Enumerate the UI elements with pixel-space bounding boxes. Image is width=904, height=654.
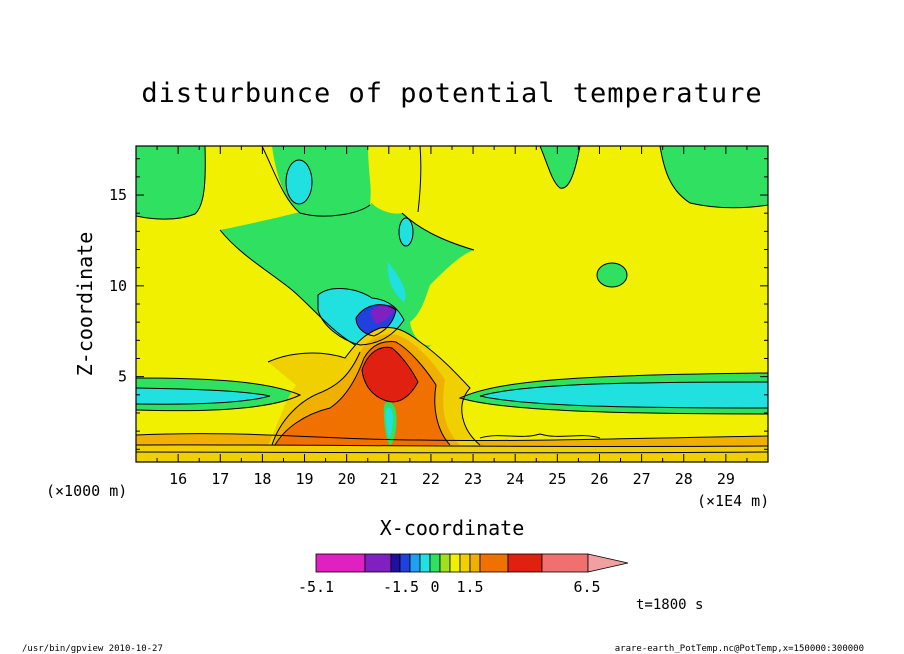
x-axis-title: X-coordinate [380,516,525,540]
x-axis: 16 17 18 19 20 21 22 23 24 25 26 27 28 29 [156,146,748,488]
time-label: t=1800 s [636,597,703,613]
green-band-top-mid [262,146,371,217]
cyan-blob-top [286,160,312,204]
colorbar-arrow [587,553,629,573]
colorbar-label-max: 6.5 [573,578,600,596]
orange-band-bottom-2 [136,444,768,462]
x-tick-label: 26 [590,470,608,488]
y-axis-title: Z-coordinate [73,232,97,377]
x-unit-right: (×1E4 m) [697,492,769,510]
x-tick-label: 18 [253,470,271,488]
green-band-top-right [420,146,768,208]
colorbar-segment [541,553,589,573]
footer-source: arare-earth_PotTemp.nc@PotTemp,x=150000:… [615,644,864,654]
colorbar-segment [409,553,421,573]
y-tick-label: 5 [118,368,127,386]
plume-red [362,347,418,402]
cyan-band-right [480,382,768,408]
y-tick-label: 15 [109,186,127,204]
x-tick-label: 22 [422,470,440,488]
plume-red-inner [398,360,410,387]
x-tick-label: 21 [380,470,398,488]
cyan-streak [387,262,406,302]
colorbar-segment [429,553,441,573]
y-tick-label: 10 [109,277,127,295]
x-tick-label: 20 [338,470,356,488]
colorbar-label-min: -5.1 [298,578,334,596]
x-tick-label: 19 [296,470,314,488]
colorbar-label-1-5: 1.5 [456,578,483,596]
x-tick-label: 27 [633,470,651,488]
plume-cold-streak-2 [385,407,393,438]
colorbar-segment [399,553,411,573]
colorbar-label-neg1-5: -1.5 [383,578,419,596]
colorbar [315,553,629,573]
colorbar-segment [315,553,366,573]
colorbar-segment [459,553,471,573]
x-tick-label: 16 [169,470,187,488]
purple-core [370,304,396,324]
x-tick-label: 24 [506,470,524,488]
colorbar-segment [364,553,392,573]
y-axis: 5 10 15 [109,158,768,450]
green-blob-right [597,263,627,287]
footer-program: /usr/bin/gpview 2010-10-27 [22,644,163,654]
colorbar-segment [469,553,481,573]
chart-title: disturbunce of potential temperature [141,78,762,109]
x-tick-label: 17 [211,470,229,488]
x-tick-label: 23 [464,470,482,488]
colorbar-segment [419,553,431,573]
colorbar-segment [439,553,451,573]
colorbar-segment [507,553,543,573]
cyan-blob-mid [399,218,413,246]
colorbar-segment [479,553,509,573]
green-band-top-left [136,146,206,220]
colorbar-segment [449,553,461,573]
x-tick-label: 29 [717,470,735,488]
contour-field [136,146,768,462]
colorbar-segment [390,553,401,573]
green-top-strip [268,146,421,214]
x-tick-label: 28 [675,470,693,488]
x-unit-left: (×1000 m) [46,482,127,500]
colorbar-label-zero: 0 [430,578,439,596]
contour-lines [136,146,768,454]
x-tick-label: 25 [548,470,566,488]
colorbar-labels: -5.1 -1.5 0 1.5 6.5 [298,578,601,596]
